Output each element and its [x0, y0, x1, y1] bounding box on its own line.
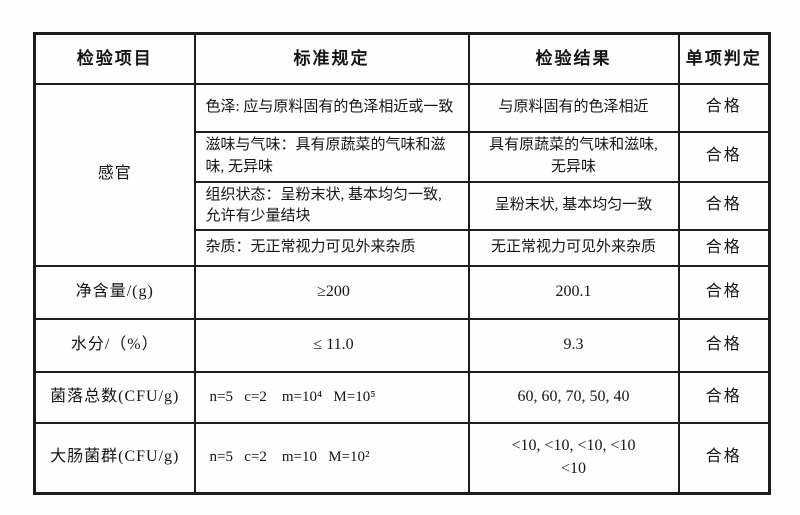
- cell-judgment: 合格: [677, 265, 771, 321]
- table-row-moisture: 水分/（%） ≤ 11.0 9.3 合格: [33, 318, 771, 374]
- cell-item: 大肠菌群(CFU/g): [33, 422, 196, 495]
- cell-standard: 组织状态：呈粉末状, 基本均匀一致, 允许有少量结块: [193, 180, 470, 232]
- cell-standard: ≥200: [193, 265, 470, 321]
- cell-result: 与原料固有的色泽相近: [467, 82, 680, 133]
- cell-item: 净含量/(g): [33, 265, 196, 321]
- cell-judgment: 合格: [677, 422, 771, 495]
- cell-item: 水分/（%）: [33, 318, 196, 374]
- header-row: 检验项目 标准规定 检验结果 单项判定: [33, 32, 771, 85]
- cell-judgment: 合格: [677, 318, 771, 374]
- inspection-table: 检验项目 标准规定 检验结果 单项判定 感官 色泽: 应与原料固有的色泽相近或一…: [33, 32, 771, 495]
- cell-standard: n=5 c=2 m=10⁴ M=10⁵: [193, 371, 470, 425]
- cell-item: 菌落总数(CFU/g): [33, 371, 196, 425]
- cell-standard: n=5 c=2 m=10 M=10²: [193, 422, 470, 495]
- cell-judgment: 合格: [677, 130, 771, 183]
- header-standard: 标准规定: [193, 32, 470, 85]
- table-row-sensory-texture: 组织状态：呈粉末状, 基本均匀一致, 允许有少量结块 呈粉末状, 基本均匀一致 …: [35, 180, 771, 232]
- header-item: 检验项目: [33, 32, 196, 85]
- table-row-sensory-impurity: 杂质：无正常视力可见外来杂质 无正常视力可见外来杂质 合格: [35, 229, 771, 268]
- cell-result: <10, <10, <10, <10 <10: [467, 422, 680, 495]
- table-row-sensory-taste: 滋味与气味：具有原蔬菜的气味和滋 味, 无异味 具有原蔬菜的气味和滋味, 无异味…: [35, 130, 771, 183]
- header-result: 检验结果: [467, 32, 680, 85]
- table-row-total-plate-count: 菌落总数(CFU/g) n=5 c=2 m=10⁴ M=10⁵ 60, 60, …: [33, 371, 771, 425]
- table-row-sensory-color: 感官 色泽: 应与原料固有的色泽相近或一致 与原料固有的色泽相近 合格: [33, 82, 771, 268]
- cell-result: 60, 60, 70, 50, 40: [467, 371, 680, 425]
- cell-standard: ≤ 11.0: [193, 318, 470, 374]
- cell-result: 200.1: [467, 265, 680, 321]
- cell-standard: 杂质：无正常视力可见外来杂质: [193, 229, 470, 268]
- cell-result: 无正常视力可见外来杂质: [467, 229, 680, 268]
- cell-judgment: 合格: [677, 180, 771, 232]
- cell-standard: 色泽: 应与原料固有的色泽相近或一致: [193, 82, 470, 133]
- cell-standard: 滋味与气味：具有原蔬菜的气味和滋 味, 无异味: [193, 130, 470, 183]
- cell-result: 9.3: [467, 318, 680, 374]
- header-judgment: 单项判定: [677, 32, 771, 85]
- cell-result: 具有原蔬菜的气味和滋味, 无异味: [467, 130, 680, 183]
- cell-judgment: 合格: [677, 229, 771, 268]
- sensory-group-label: 感官: [33, 82, 196, 268]
- cell-judgment: 合格: [677, 371, 771, 425]
- cell-judgment: 合格: [677, 82, 771, 133]
- cell-result: 呈粉末状, 基本均匀一致: [467, 180, 680, 232]
- table-row-coliform: 大肠菌群(CFU/g) n=5 c=2 m=10 M=10² <10, <10,…: [33, 422, 771, 495]
- table-row-net-content: 净含量/(g) ≥200 200.1 合格: [33, 265, 771, 321]
